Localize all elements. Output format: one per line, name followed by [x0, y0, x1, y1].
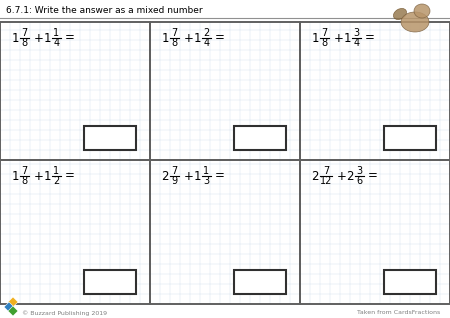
- Text: 12: 12: [320, 176, 332, 186]
- Text: =: =: [368, 169, 378, 183]
- Text: 1: 1: [311, 31, 319, 45]
- Text: 4: 4: [353, 38, 360, 48]
- Text: 1: 1: [12, 169, 19, 183]
- Text: 7: 7: [171, 28, 178, 38]
- Text: 8: 8: [22, 38, 27, 48]
- Text: +: +: [34, 31, 44, 45]
- Text: 2: 2: [203, 28, 210, 38]
- Text: +: +: [184, 169, 194, 183]
- Text: 1: 1: [203, 166, 210, 176]
- Text: 8: 8: [321, 38, 328, 48]
- Text: 1: 1: [54, 166, 59, 176]
- Bar: [234, 270, 285, 294]
- Text: 3: 3: [356, 166, 363, 176]
- Polygon shape: [8, 306, 18, 316]
- Text: Taken from CardsFractions: Taken from CardsFractions: [357, 310, 440, 315]
- Bar: [84, 126, 135, 150]
- Bar: [383, 270, 436, 294]
- Text: 8: 8: [22, 176, 27, 186]
- Polygon shape: [8, 297, 18, 307]
- Text: 3: 3: [353, 28, 360, 38]
- Text: +: +: [184, 31, 194, 45]
- Text: 8: 8: [171, 38, 178, 48]
- Bar: [150, 160, 300, 304]
- Bar: [0, 160, 150, 304]
- Bar: [150, 22, 300, 160]
- Text: =: =: [65, 31, 75, 45]
- Text: 1: 1: [54, 28, 59, 38]
- Ellipse shape: [401, 12, 429, 32]
- Text: =: =: [215, 169, 225, 183]
- Polygon shape: [4, 302, 14, 312]
- Bar: [0, 22, 150, 160]
- Text: 2: 2: [54, 176, 59, 186]
- Text: =: =: [215, 31, 225, 45]
- Text: 1: 1: [12, 31, 19, 45]
- Text: © Buzzard Publishing 2019: © Buzzard Publishing 2019: [22, 310, 107, 316]
- Text: 7: 7: [22, 166, 27, 176]
- Text: 1: 1: [194, 31, 201, 45]
- Bar: [300, 22, 450, 160]
- Text: 1: 1: [343, 31, 351, 45]
- Text: +: +: [334, 31, 344, 45]
- Text: 9: 9: [171, 176, 178, 186]
- Text: 6.7.1: Write the answer as a mixed number: 6.7.1: Write the answer as a mixed numbe…: [6, 6, 202, 15]
- Ellipse shape: [414, 4, 430, 18]
- Text: 1: 1: [194, 169, 201, 183]
- Text: 2: 2: [346, 169, 354, 183]
- Text: 7: 7: [171, 166, 178, 176]
- Text: 4: 4: [54, 38, 59, 48]
- Text: 6: 6: [356, 176, 363, 186]
- Text: 1: 1: [44, 169, 51, 183]
- Text: 3: 3: [203, 176, 210, 186]
- Text: =: =: [365, 31, 375, 45]
- Text: 2: 2: [311, 169, 319, 183]
- Bar: [234, 126, 285, 150]
- Text: 2: 2: [162, 169, 169, 183]
- Ellipse shape: [393, 9, 406, 20]
- Text: 7: 7: [22, 28, 27, 38]
- Text: 4: 4: [203, 38, 210, 48]
- Bar: [300, 160, 450, 304]
- Text: 1: 1: [162, 31, 169, 45]
- Bar: [84, 270, 135, 294]
- Text: 1: 1: [44, 31, 51, 45]
- Text: +: +: [337, 169, 347, 183]
- Bar: [383, 126, 436, 150]
- Text: 7: 7: [321, 28, 328, 38]
- Text: 7: 7: [323, 166, 329, 176]
- Text: =: =: [65, 169, 75, 183]
- Text: +: +: [34, 169, 44, 183]
